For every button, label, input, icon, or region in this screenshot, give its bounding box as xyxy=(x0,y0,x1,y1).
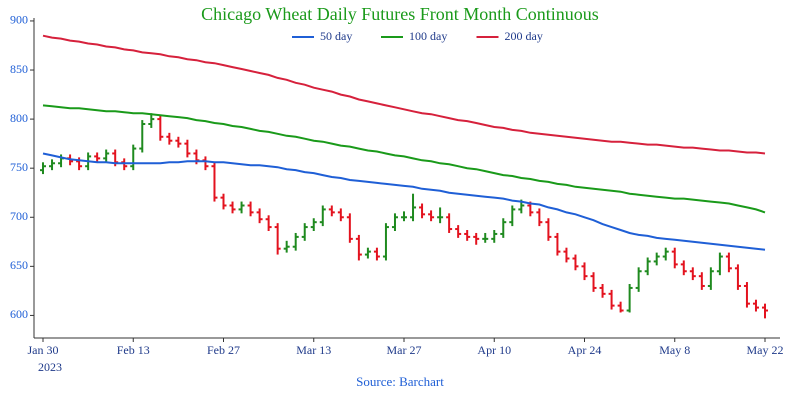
x-tick-label: Mar 13 xyxy=(296,343,331,357)
x-year-label: 2023 xyxy=(38,360,62,374)
x-tick-label: May 8 xyxy=(659,343,690,357)
legend-label: 50 day xyxy=(320,29,352,43)
y-tick-label: 700 xyxy=(10,209,28,223)
source-note: Source: Barchart xyxy=(356,374,444,389)
y-tick-label: 900 xyxy=(10,13,28,27)
y-tick-label: 600 xyxy=(10,307,28,321)
x-tick-label: Apr 24 xyxy=(568,343,602,357)
x-tick-label: Mar 27 xyxy=(387,343,422,357)
x-tick-label: Jan 30 xyxy=(28,343,59,357)
ma-line xyxy=(42,104,766,214)
x-tick-label: Apr 10 xyxy=(477,343,511,357)
legend-label: 200 day xyxy=(505,29,543,43)
legend-label: 100 day xyxy=(409,29,447,43)
x-tick-label: May 22 xyxy=(747,343,784,357)
y-tick-label: 750 xyxy=(10,160,28,174)
chart-title: Chicago Wheat Daily Futures Front Month … xyxy=(201,4,599,24)
y-tick-label: 850 xyxy=(10,62,28,76)
x-tick-label: Feb 27 xyxy=(207,343,240,357)
x-tick-label: Feb 13 xyxy=(117,343,150,357)
ma-line xyxy=(42,152,766,251)
ma-line xyxy=(42,34,766,155)
y-tick-label: 800 xyxy=(10,111,28,125)
y-tick-label: 650 xyxy=(10,258,28,272)
